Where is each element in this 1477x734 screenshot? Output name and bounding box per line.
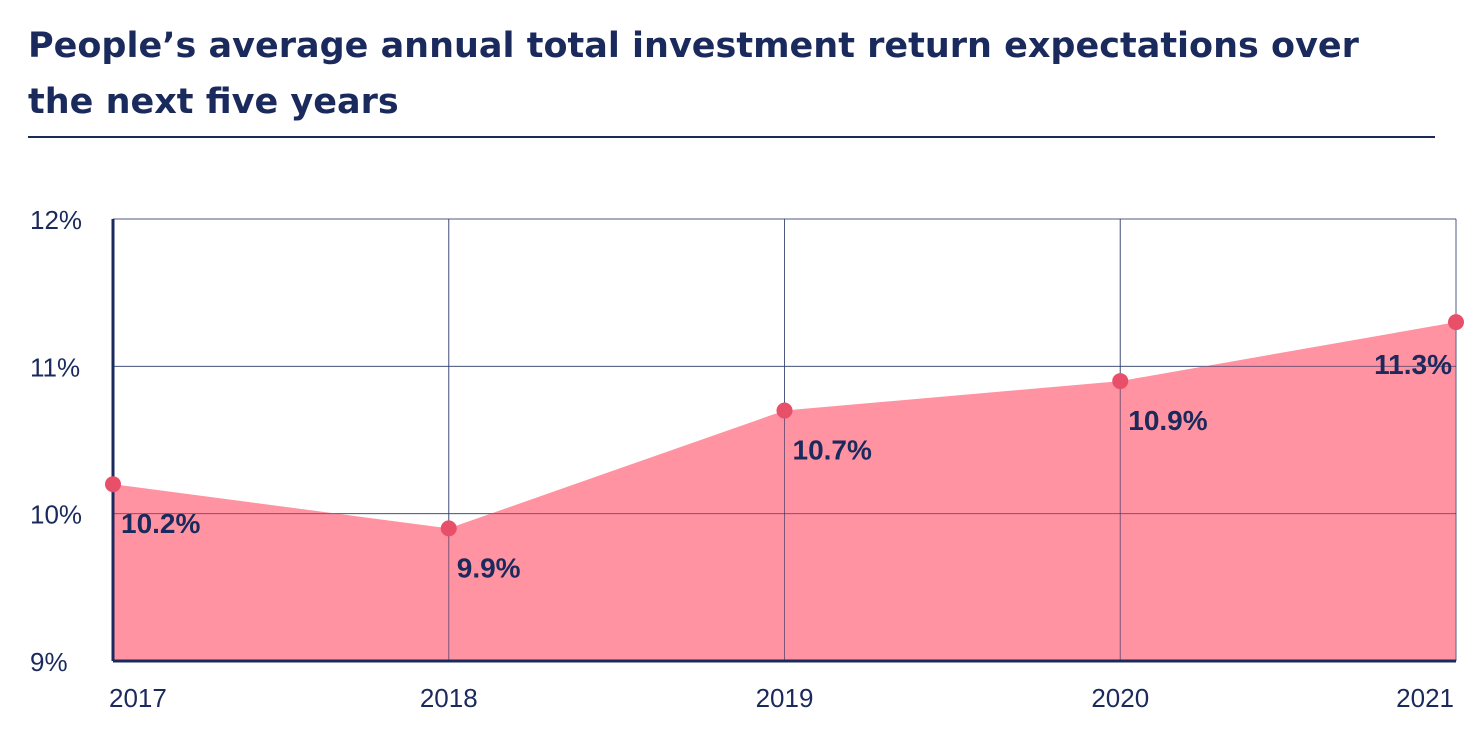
data-label-2018: 9.9%: [457, 552, 521, 583]
data-label-2021: 11.3%: [1374, 349, 1452, 380]
title-divider: [28, 136, 1435, 138]
data-label-2020: 10.9%: [1128, 405, 1207, 436]
x-tick-label-2018: 2018: [420, 683, 478, 713]
area-series: [113, 218, 1457, 661]
data-point-2019: [776, 402, 793, 419]
chart-title: People’s average annual total investment…: [28, 26, 1359, 122]
x-tick-label-2017: 2017: [109, 683, 167, 713]
data-label-2019: 10.7%: [793, 435, 872, 466]
data-point-2017: [105, 476, 121, 493]
data-label-2017: 10.2%: [121, 508, 200, 539]
data-point-2018: [440, 520, 457, 537]
y-tick-labels: 9% 10% 11% 12%: [30, 205, 82, 677]
x-tick-label-2020: 2020: [1091, 683, 1149, 713]
x-tick-label-2021: 2021: [1396, 683, 1454, 713]
y-tick-label-11pct: 11%: [30, 352, 80, 382]
x-tick-labels: 2017 2018 2019 2020 2021: [109, 683, 1454, 713]
data-point-2021: [1448, 314, 1464, 331]
x-tick-label-2019: 2019: [756, 683, 814, 713]
data-point-2020: [1112, 373, 1129, 390]
y-tick-label-10pct: 10%: [30, 500, 82, 530]
axes: [111, 219, 1456, 663]
y-tick-label-9pct: 9%: [30, 647, 68, 677]
y-tick-label-12pct: 12%: [30, 205, 82, 235]
data-labels: 10.2% 9.9% 10.7% 10.9% 11.3%: [121, 349, 1452, 583]
data-markers: [105, 314, 1464, 537]
